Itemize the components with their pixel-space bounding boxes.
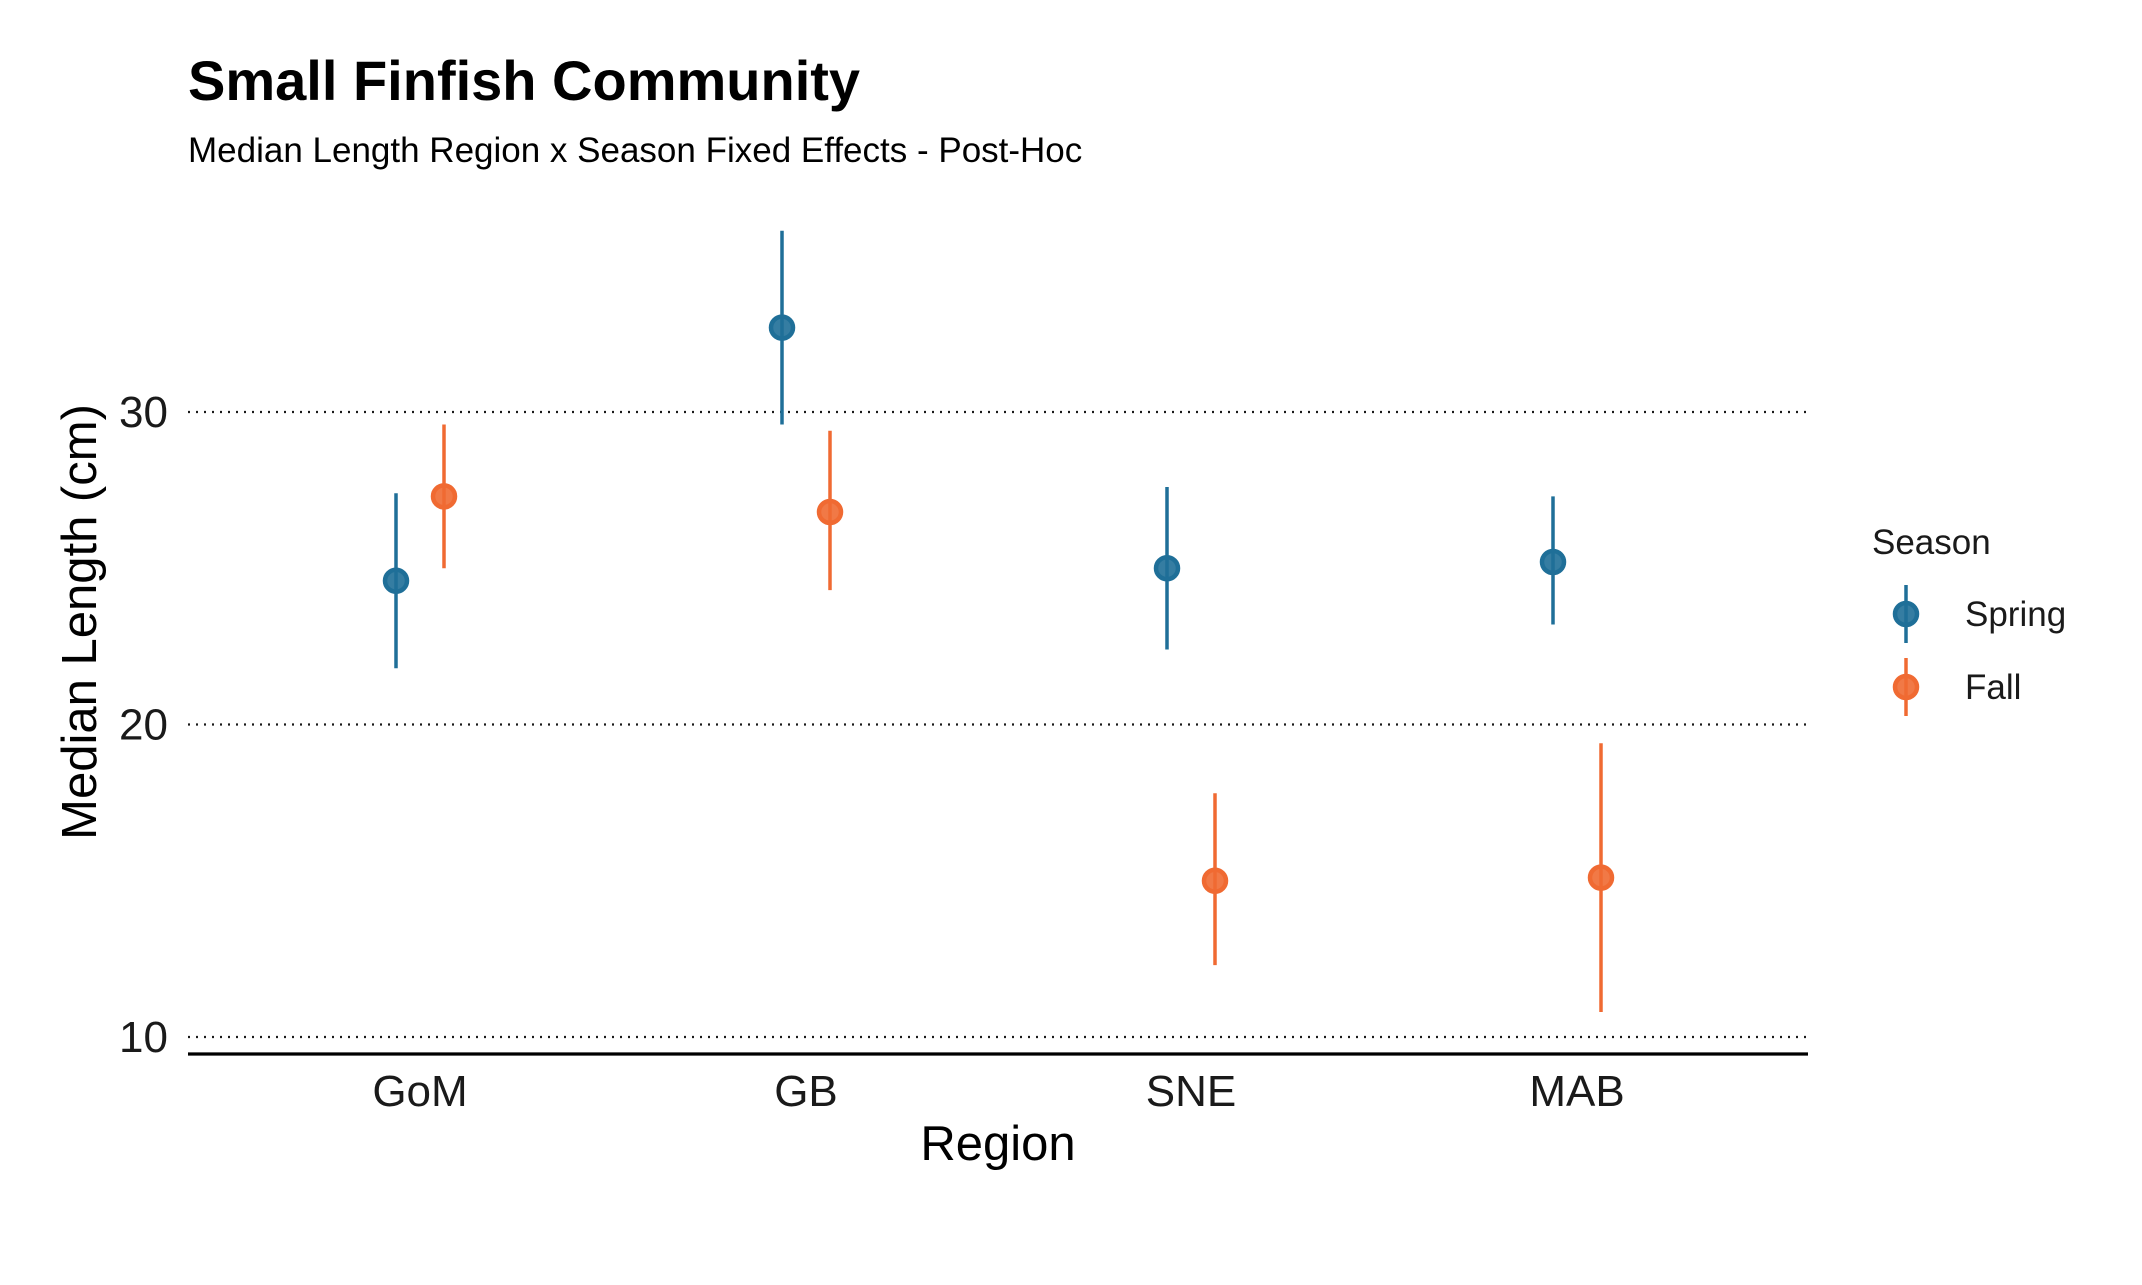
legend-key-point-fall [1892,673,1920,701]
legend-item-fall: Fall [1892,658,2021,716]
legend-item-spring: Spring [1892,585,2066,643]
legend-title: Season [1872,523,1991,562]
chart-subtitle: Median Length Region x Season Fixed Effe… [188,131,1082,170]
series-spring [382,230,1567,669]
series-fall [430,424,1615,1012]
x-axis-ticks: GoM GB SNE MAB [372,1067,1624,1116]
point-fall-sne [1201,867,1229,894]
legend-label-spring: Spring [1965,595,2066,634]
y-axis-ticks: 10 20 30 [119,388,168,1062]
point-spring-mab [1539,548,1567,576]
legend: Season Spring Fall [1872,523,2066,716]
legend-key-point-spring [1892,600,1920,628]
x-tick-label-sne: SNE [1146,1067,1236,1116]
point-fall-gom [430,483,458,510]
legend-label-fall: Fall [1965,668,2021,707]
point-spring-sne [1153,555,1181,582]
point-fall-mab [1587,864,1615,891]
point-fall-gb [816,498,844,526]
y-tick-label-30: 30 [119,388,168,437]
x-tick-label-gom: GoM [372,1067,467,1116]
x-axis-title: Region [920,1117,1075,1171]
plot-marks [382,230,1615,1012]
point-spring-gom [382,567,410,594]
y-tick-label-10: 10 [119,1013,168,1062]
chart-title: Small Finfish Community [188,49,860,112]
gridlines [188,410,1808,1039]
x-tick-label-gb: GB [774,1067,838,1116]
point-spring-gb [768,314,796,341]
y-tick-label-20: 20 [119,701,168,750]
y-axis-title: Median Length (cm) [53,404,107,840]
legend-items: Spring Fall [1892,585,2066,716]
x-tick-label-mab: MAB [1529,1067,1624,1116]
